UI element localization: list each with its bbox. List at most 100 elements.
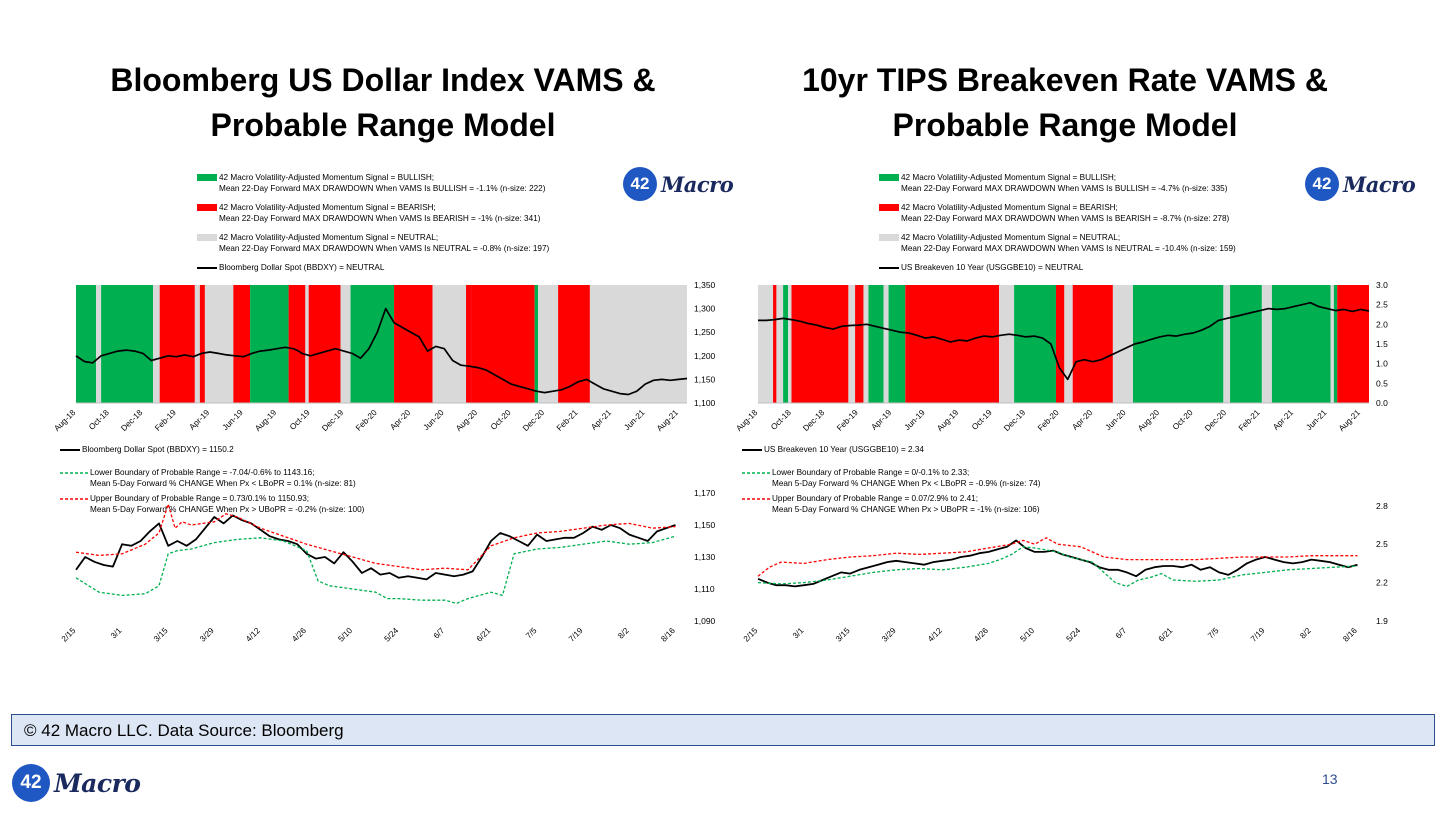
x-tick-label: Apr-19 (870, 408, 894, 432)
series-line-upper-boundary (75, 503, 676, 571)
regime-band-bullish (868, 285, 884, 403)
y-tick-label: 2.8 (1376, 501, 1388, 511)
y-tick-label: 1,150 (694, 520, 716, 530)
series-line-price (758, 301, 1370, 381)
x-tick-label: Jun-21 (1304, 408, 1328, 432)
logo-disc: 42 (623, 167, 657, 201)
x-tick-label: 3/1 (109, 626, 124, 641)
x-tick-label: 8/2 (1298, 626, 1313, 641)
regime-band-neutral (1064, 285, 1073, 403)
logo-42macro-footer: 42 Macro (12, 764, 141, 802)
y-tick-label: 0.0 (1376, 398, 1388, 408)
x-tick-label: 6/21 (1157, 626, 1175, 644)
regime-band-neutral (863, 285, 869, 403)
x-tick-label: 4/26 (290, 626, 308, 644)
legend-entry-0-text-1: Bloomberg Dollar Spot (BBDXY) = 1150.2 (82, 445, 234, 454)
regime-band-neutral (1330, 285, 1334, 403)
x-tick-label: 3/29 (198, 626, 216, 644)
y-tick-label: 1,090 (694, 616, 716, 626)
regime-band-neutral (615, 285, 687, 403)
legend-entry-1-text-2: Mean 5-Day Forward % CHANGE When Px > UB… (90, 505, 365, 514)
x-tick-label: Oct-19 (970, 408, 994, 432)
regime-band-bullish (250, 285, 289, 403)
regime-band-bearish (1337, 285, 1369, 403)
x-tick-label: 5/10 (1018, 626, 1036, 644)
x-tick-label: Apr-20 (1070, 408, 1094, 432)
legend-entry-0-text-2: Mean 5-Day Forward % CHANGE When Px < LB… (90, 479, 356, 488)
regime-band-neutral (96, 285, 102, 403)
regime-band-neutral (999, 285, 1015, 403)
series-line-lower-boundary (757, 546, 1358, 588)
legend-entry-2-swatch (879, 234, 899, 241)
regime-band-bullish (1271, 285, 1331, 403)
y-tick-label: 1,110 (694, 584, 715, 594)
y-tick-label: 2.5 (1376, 539, 1388, 549)
x-tick-label: 5/24 (1065, 626, 1083, 644)
chart-title-left: Bloomberg US Dollar Index VAMS & Probabl… (63, 58, 703, 148)
legend-entry-2-text-2: Mean 22-Day Forward MAX DRAWDOWN When VA… (901, 244, 1236, 253)
y-tick-label: 1,200 (694, 351, 716, 361)
x-tick-label: Apr-20 (388, 408, 412, 432)
chart-title-left-line2: Probable Range Model (210, 107, 556, 143)
legend-entry-2-swatch (197, 234, 217, 241)
legend-entry-0-swatch (197, 174, 217, 181)
x-tick-label: Oct-20 (489, 408, 513, 432)
regime-band-bearish (773, 285, 777, 403)
regime-band-bearish (394, 285, 433, 403)
x-tick-label: Aug-18 (52, 408, 77, 433)
x-tick-label: 6/7 (432, 626, 447, 641)
x-tick-label: Oct-19 (288, 408, 312, 432)
regime-band-bearish (466, 285, 472, 403)
y-tick-label: 1.5 (1376, 339, 1388, 349)
regime-band-neutral (848, 285, 856, 403)
regime-band-bullish (1333, 285, 1338, 403)
x-tick-label: 5/10 (336, 626, 354, 644)
regime-band-neutral (788, 285, 792, 403)
legend-entry-3-text-1: US Breakeven 10 Year (USGGBE10) = NEUTRA… (901, 263, 1084, 272)
regime-band-bullish (783, 285, 789, 403)
regime-band-bearish (159, 285, 195, 403)
legend-entry-0-text-1: US Breakeven 10 Year (USGGBE10) = 2.34 (764, 445, 924, 454)
logo-wordmark: Macro (1343, 171, 1416, 197)
x-tick-label: Dec-19 (320, 408, 345, 433)
y-tick-label: 1,150 (694, 374, 716, 384)
regime-band-bullish (1014, 285, 1056, 403)
regime-band-neutral (194, 285, 200, 403)
logo-42macro-right: 42 Macro (1305, 167, 1416, 201)
chart-title-right-line2: Probable Range Model (892, 107, 1238, 143)
regime-band-bearish (855, 285, 864, 403)
x-tick-label: 8/16 (659, 626, 677, 644)
legend-entry-0-text-2: Mean 22-Day Forward MAX DRAWDOWN When VA… (901, 184, 1228, 193)
x-tick-label: Oct-18 (87, 408, 111, 432)
y-tick-label: 3.0 (1376, 280, 1388, 290)
x-tick-label: 3/15 (834, 626, 852, 644)
y-tick-label: 1.0 (1376, 359, 1388, 369)
x-tick-label: Aug-20 (454, 408, 479, 433)
chart-title-right: 10yr TIPS Breakeven Rate VAMS & Probable… (745, 58, 1385, 148)
x-tick-label: Feb-20 (1036, 408, 1061, 433)
regime-band-neutral (432, 285, 467, 403)
x-tick-label: Feb-21 (555, 408, 580, 433)
series-line-price (75, 514, 676, 581)
x-tick-label: Apr-19 (188, 408, 212, 432)
x-tick-label: Dec-20 (1203, 408, 1228, 433)
regime-band-neutral (1223, 285, 1231, 403)
legend-entry-0-text-2: Mean 5-Day Forward % CHANGE When Px < LB… (772, 479, 1041, 488)
legend-entry-1-text-2: Mean 5-Day Forward % CHANGE When Px > UB… (772, 505, 1040, 514)
x-tick-label: Dec-20 (521, 408, 546, 433)
tips-breakeven-charts: 42 Macro Volatility-Adjusted Momentum Si… (734, 173, 1388, 644)
legend-entry-1-text-1: Upper Boundary of Probable Range = 0.07/… (772, 494, 978, 503)
regime-band-neutral (883, 285, 889, 403)
regime-band-neutral (153, 285, 160, 403)
legend-entry-2-text-1: 42 Macro Volatility-Adjusted Momentum Si… (901, 233, 1120, 242)
x-tick-label: Aug-19 (935, 408, 960, 433)
series-line-upper-boundary (757, 537, 1358, 577)
x-tick-label: Jun-19 (903, 408, 927, 432)
series-line-lower-boundary (75, 535, 676, 605)
regime-band-bullish (101, 285, 154, 403)
y-tick-label: 1.9 (1376, 616, 1388, 626)
legend-entry-0-text-1: 42 Macro Volatility-Adjusted Momentum Si… (219, 173, 434, 182)
x-tick-label: Aug-21 (1337, 408, 1362, 433)
logo-wordmark: Macro (54, 768, 141, 798)
regime-band-bearish (199, 285, 205, 403)
